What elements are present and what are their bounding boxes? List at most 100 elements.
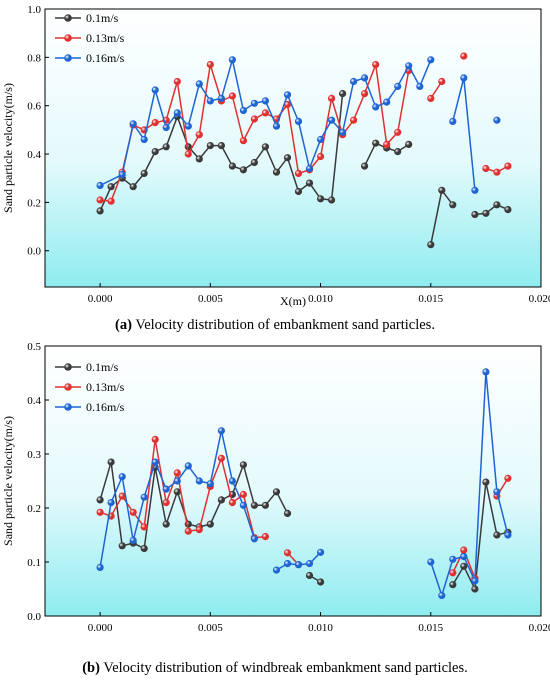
data-point — [173, 488, 181, 496]
legend-marker — [64, 34, 72, 42]
data-point — [129, 183, 137, 191]
velocity-chart-windbreak: 0.000 0.005 0.010 0.015 0.020 0.0 0.1 0.2 0.3 0.4… — [1, 341, 550, 634]
data-point — [482, 164, 490, 173]
data-point — [460, 553, 468, 561]
data-point — [504, 531, 512, 539]
x-axis-label: X(m) — [280, 294, 306, 308]
data-point — [217, 496, 225, 504]
y-tick-label: 0.2 — [27, 503, 41, 515]
data-point — [140, 169, 148, 177]
data-point — [96, 496, 104, 504]
legend-marker — [64, 363, 72, 371]
data-point — [460, 74, 468, 82]
legend-label: 0.13m/s — [86, 380, 125, 394]
y-tick-label: 0.5 — [27, 341, 41, 353]
data-point — [118, 171, 126, 179]
data-point — [239, 461, 247, 469]
x-tick-label: 0.000 — [88, 293, 113, 305]
y-tick-label: 0.4 — [27, 395, 41, 407]
x-tick-label: 0.015 — [418, 622, 443, 634]
data-point — [294, 561, 303, 569]
data-point — [162, 143, 170, 151]
series-line — [474, 203, 509, 216]
data-point — [272, 168, 281, 176]
data-point — [151, 435, 159, 443]
data-point — [96, 181, 104, 190]
caption-a: (a) Velocity distribution of embankment … — [0, 317, 550, 334]
data-point — [173, 469, 181, 477]
data-point — [471, 577, 479, 585]
data-point — [228, 477, 236, 485]
data-point — [162, 123, 170, 132]
legend-marker — [64, 54, 72, 62]
legend: 0.1m/s 0.13m/s 0.16m/s — [55, 360, 125, 414]
data-point — [250, 115, 258, 123]
data-point — [261, 533, 270, 541]
y-tick-label: 0.0 — [27, 611, 41, 623]
y-tick-label: 0.0 — [27, 246, 41, 258]
data-point — [449, 201, 457, 209]
data-point — [217, 454, 225, 462]
data-point — [261, 501, 270, 509]
data-point — [317, 135, 325, 144]
legend: 0.1m/s 0.13m/s 0.16m/s — [55, 11, 125, 65]
data-point — [471, 186, 479, 194]
data-point — [305, 179, 314, 187]
data-point — [129, 508, 137, 516]
data-point — [460, 546, 468, 554]
series-line — [430, 371, 509, 598]
data-point — [228, 499, 236, 507]
caption-a-label: (a) — [115, 317, 132, 333]
data-point — [294, 187, 303, 196]
data-point — [438, 77, 446, 86]
y-tick-label: 1.0 — [27, 4, 41, 16]
data-point — [438, 591, 446, 600]
data-point — [405, 62, 413, 70]
data-point — [361, 89, 369, 98]
caption-b: (b) Velocity distribution of windbreak e… — [0, 660, 550, 677]
legend-label: 0.16m/s — [86, 51, 125, 65]
data-point — [317, 548, 325, 556]
data-point — [427, 558, 435, 566]
y-axis-label: Sand particle velocity(m/s) — [1, 83, 15, 213]
data-point — [206, 142, 214, 150]
data-point — [140, 544, 148, 553]
data-point — [184, 527, 192, 535]
data-point — [394, 82, 402, 90]
data-point — [272, 122, 281, 130]
data-point — [305, 164, 314, 173]
x-tick-label: 0.010 — [308, 622, 333, 634]
x-tick-label: 0.005 — [198, 293, 223, 305]
y-tick-label: 0.4 — [27, 149, 41, 161]
data-point — [294, 169, 303, 177]
data-point — [372, 60, 380, 69]
x-tick-label: 0.015 — [418, 293, 443, 305]
data-point — [317, 195, 325, 203]
data-point — [383, 140, 391, 148]
plot-background — [45, 346, 541, 616]
data-point — [140, 493, 148, 501]
plot-frame — [44, 8, 542, 288]
data-point — [394, 128, 402, 136]
data-point — [206, 97, 214, 105]
data-point — [96, 207, 104, 215]
data-point — [250, 501, 258, 509]
data-point — [250, 99, 258, 107]
caption-b-label: (b) — [82, 660, 100, 676]
data-point — [493, 168, 501, 176]
x-tick-label: 0.000 — [88, 622, 113, 634]
data-point — [239, 106, 247, 115]
data-point — [471, 210, 479, 219]
data-point — [283, 549, 292, 557]
data-point — [449, 117, 457, 125]
data-point — [504, 474, 512, 482]
series-0.16m/s — [96, 56, 501, 194]
data-point — [162, 499, 170, 507]
data-point — [427, 94, 435, 102]
y-tick-label: 0.2 — [27, 197, 41, 209]
data-point — [162, 520, 170, 528]
data-point — [261, 97, 270, 105]
legend-label: 0.16m/s — [86, 400, 125, 414]
x-tick-label: 0.005 — [198, 622, 223, 634]
data-point — [129, 536, 137, 544]
